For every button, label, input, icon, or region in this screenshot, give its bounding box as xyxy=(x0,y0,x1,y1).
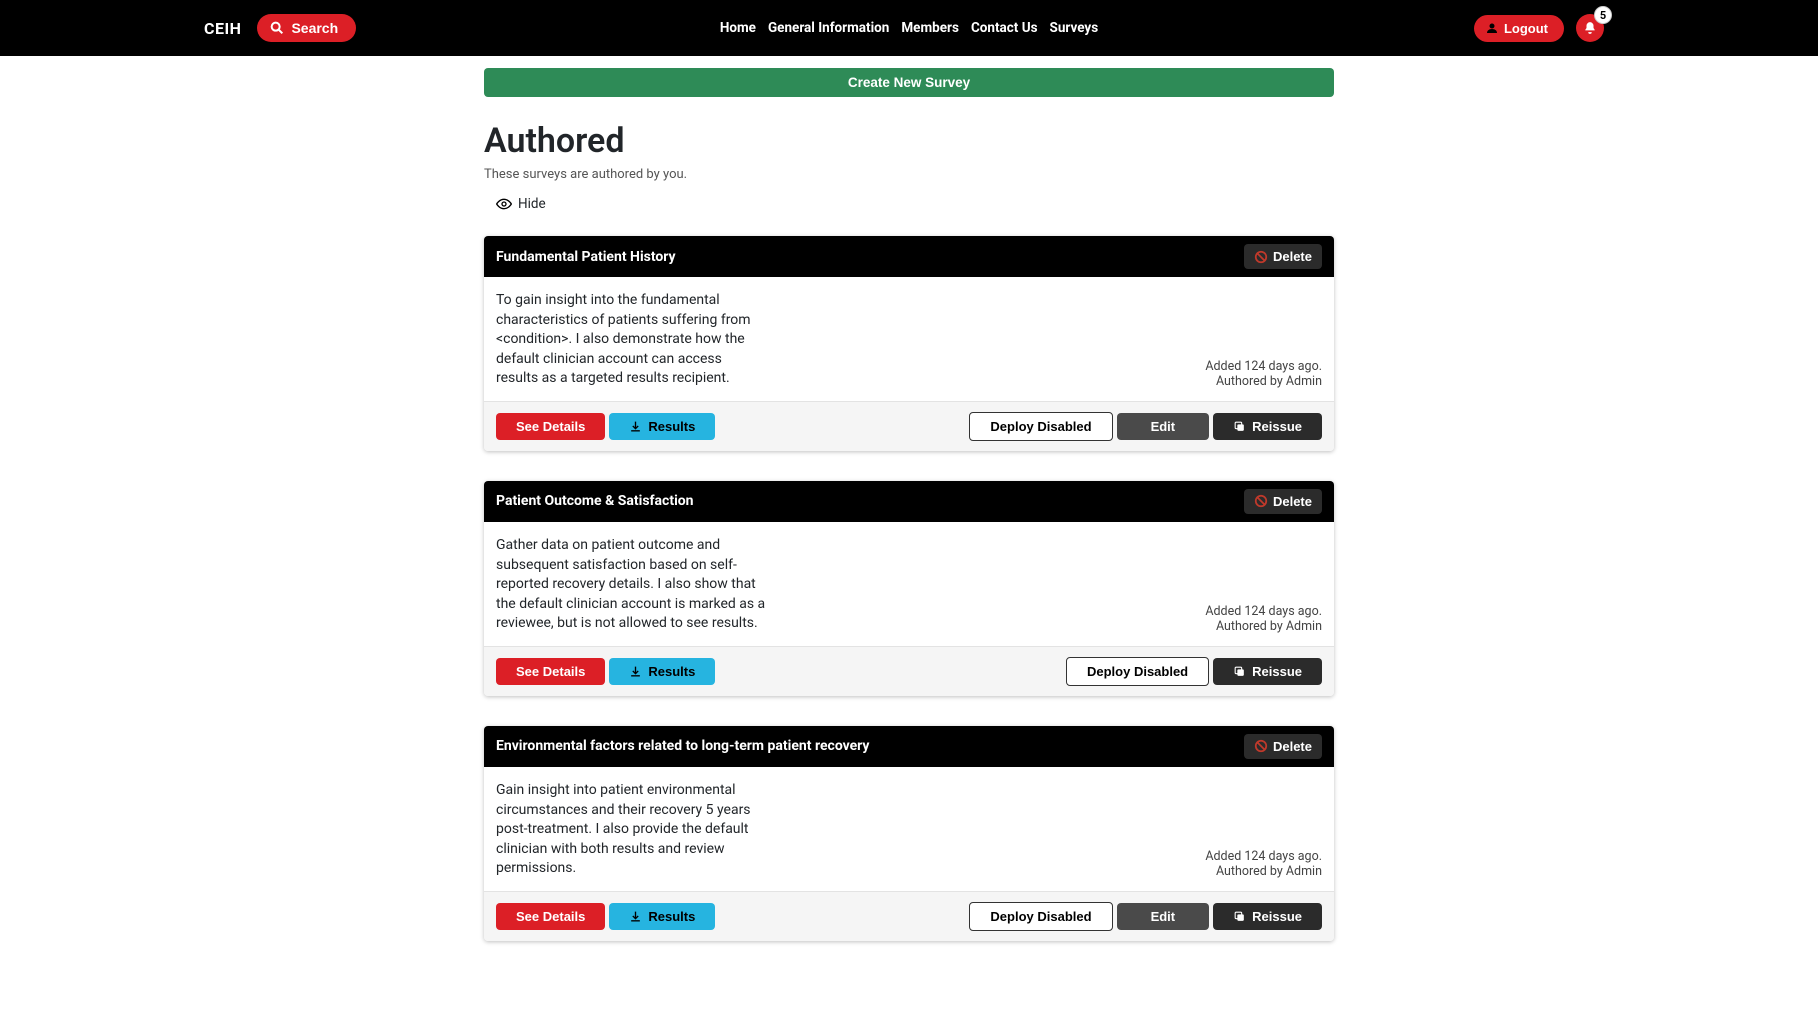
section-title: Authored xyxy=(484,121,1334,161)
notif-badge: 5 xyxy=(1594,6,1612,24)
card-desc: To gain insight into the fundamental cha… xyxy=(496,291,766,389)
main-container: Create New Survey Authored These surveys… xyxy=(484,56,1334,1011)
section-desc: These surveys are authored by you. xyxy=(484,167,1334,182)
card-footer: See Details Results Deploy Disabled Edit… xyxy=(484,891,1334,941)
results-button[interactable]: Results xyxy=(609,903,715,930)
navbar: CEIH Search Home General Information Mem… xyxy=(0,0,1818,56)
card-header: Fundamental Patient History Delete xyxy=(484,236,1334,277)
edit-button[interactable]: Edit xyxy=(1117,413,1210,440)
survey-card: Fundamental Patient History Delete To ga… xyxy=(484,236,1334,451)
nav-general[interactable]: General Information xyxy=(768,20,889,36)
card-body: Gain insight into patient environmental … xyxy=(484,767,1334,891)
delete-button[interactable]: Delete xyxy=(1244,734,1322,759)
results-label: Results xyxy=(648,909,695,924)
nav-members[interactable]: Members xyxy=(901,20,959,36)
eye-icon xyxy=(496,196,512,212)
card-footer: See Details Results Deploy Disabled Edit… xyxy=(484,401,1334,451)
survey-card: Environmental factors related to long-te… xyxy=(484,726,1334,941)
reissue-label: Reissue xyxy=(1252,909,1302,924)
nav-center: Home General Information Members Contact… xyxy=(720,20,1098,36)
reissue-label: Reissue xyxy=(1252,419,1302,434)
brand[interactable]: CEIH xyxy=(204,19,241,38)
card-authored: Authored by Admin xyxy=(1205,374,1322,389)
card-desc: Gather data on patient outcome and subse… xyxy=(496,536,766,634)
card-footer: See Details Results Deploy Disabled Reis… xyxy=(484,646,1334,696)
card-added: Added 124 days ago. xyxy=(1205,359,1322,374)
hide-label: Hide xyxy=(518,196,546,212)
nav-contact[interactable]: Contact Us xyxy=(971,20,1038,36)
deploy-disabled-button[interactable]: Deploy Disabled xyxy=(1066,657,1209,686)
navbar-left: CEIH Search xyxy=(24,14,356,42)
card-meta: Added 124 days ago. Authored by Admin xyxy=(1205,849,1322,879)
card-meta: Added 124 days ago. Authored by Admin xyxy=(1205,604,1322,634)
reissue-label: Reissue xyxy=(1252,664,1302,679)
card-body: To gain insight into the fundamental cha… xyxy=(484,277,1334,401)
download-icon xyxy=(629,910,642,923)
card-title: Environmental factors related to long-te… xyxy=(496,738,869,754)
reissue-button[interactable]: Reissue xyxy=(1213,903,1322,930)
see-details-button[interactable]: See Details xyxy=(496,903,605,930)
survey-list: Fundamental Patient History Delete To ga… xyxy=(484,236,1334,941)
deploy-disabled-button[interactable]: Deploy Disabled xyxy=(969,902,1112,931)
nav-home[interactable]: Home xyxy=(720,20,756,36)
bell-icon xyxy=(1583,21,1597,35)
navbar-right: Logout 5 xyxy=(1474,14,1794,42)
results-label: Results xyxy=(648,419,695,434)
card-added: Added 124 days ago. xyxy=(1205,604,1322,619)
card-desc: Gain insight into patient environmental … xyxy=(496,781,766,879)
hide-toggle[interactable]: Hide xyxy=(496,196,546,212)
download-icon xyxy=(629,420,642,433)
card-authored: Authored by Admin xyxy=(1205,864,1322,879)
delete-label: Delete xyxy=(1273,249,1312,264)
copy-icon xyxy=(1233,910,1246,923)
download-icon xyxy=(629,665,642,678)
delete-label: Delete xyxy=(1273,494,1312,509)
deploy-disabled-button[interactable]: Deploy Disabled xyxy=(969,412,1112,441)
card-title: Fundamental Patient History xyxy=(496,249,676,265)
ban-icon xyxy=(1254,494,1268,508)
nav-surveys[interactable]: Surveys xyxy=(1050,20,1099,36)
card-added: Added 124 days ago. xyxy=(1205,849,1322,864)
notifications-button[interactable]: 5 xyxy=(1576,14,1604,42)
results-button[interactable]: Results xyxy=(609,413,715,440)
card-header: Environmental factors related to long-te… xyxy=(484,726,1334,767)
search-icon xyxy=(269,20,285,36)
survey-card: Patient Outcome & Satisfaction Delete Ga… xyxy=(484,481,1334,696)
search-label: Search xyxy=(291,20,338,36)
card-body: Gather data on patient outcome and subse… xyxy=(484,522,1334,646)
card-title: Patient Outcome & Satisfaction xyxy=(496,493,694,509)
reissue-button[interactable]: Reissue xyxy=(1213,413,1322,440)
delete-label: Delete xyxy=(1273,739,1312,754)
card-header: Patient Outcome & Satisfaction Delete xyxy=(484,481,1334,522)
logout-button[interactable]: Logout xyxy=(1474,15,1564,42)
results-label: Results xyxy=(648,664,695,679)
card-authored: Authored by Admin xyxy=(1205,619,1322,634)
copy-icon xyxy=(1233,665,1246,678)
create-survey-button[interactable]: Create New Survey xyxy=(484,68,1334,97)
see-details-button[interactable]: See Details xyxy=(496,658,605,685)
results-button[interactable]: Results xyxy=(609,658,715,685)
delete-button[interactable]: Delete xyxy=(1244,489,1322,514)
see-details-button[interactable]: See Details xyxy=(496,413,605,440)
card-meta: Added 124 days ago. Authored by Admin xyxy=(1205,359,1322,389)
search-button[interactable]: Search xyxy=(257,14,356,42)
delete-button[interactable]: Delete xyxy=(1244,244,1322,269)
edit-button[interactable]: Edit xyxy=(1117,903,1210,930)
ban-icon xyxy=(1254,739,1268,753)
logout-label: Logout xyxy=(1504,21,1548,36)
copy-icon xyxy=(1233,420,1246,433)
user-icon xyxy=(1486,22,1498,34)
ban-icon xyxy=(1254,250,1268,264)
reissue-button[interactable]: Reissue xyxy=(1213,658,1322,685)
